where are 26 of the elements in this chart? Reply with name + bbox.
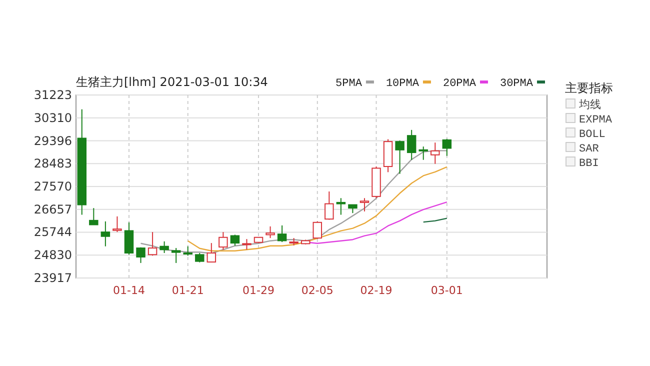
ytick: 28483: [34, 156, 72, 171]
xtick: 01-14: [113, 284, 145, 297]
xtick: 01-21: [172, 284, 204, 297]
ytick: 30310: [34, 110, 72, 125]
legend: 20PMA: [442, 78, 476, 90]
option: SAR: [579, 144, 599, 156]
xtick: 02-19: [360, 284, 392, 297]
ytick: 24830: [34, 248, 72, 262]
ytick: 26657: [34, 202, 72, 216]
legend: 30PMA: [500, 78, 533, 90]
title: 生猪主力[lhm] 2021-03-01 10:34: [76, 75, 268, 89]
option: EXPMA: [579, 114, 612, 126]
ytick: 23917: [34, 271, 72, 285]
xtick: 02-05: [301, 284, 334, 297]
xtick: 01-29: [242, 284, 274, 297]
card-title: 主要指标: [565, 81, 613, 95]
ytick: 27570: [34, 180, 72, 194]
ytick: 31223: [34, 88, 72, 102]
option: BBI: [579, 158, 599, 170]
xtick: 03-01: [430, 284, 463, 297]
ytick: 29396: [34, 134, 72, 148]
legend: 5PMA: [336, 78, 362, 90]
ytick: 25744: [34, 225, 72, 240]
legend: 10PMA: [386, 78, 419, 90]
option: BOLL: [579, 129, 606, 141]
option: 均线: [579, 98, 601, 111]
